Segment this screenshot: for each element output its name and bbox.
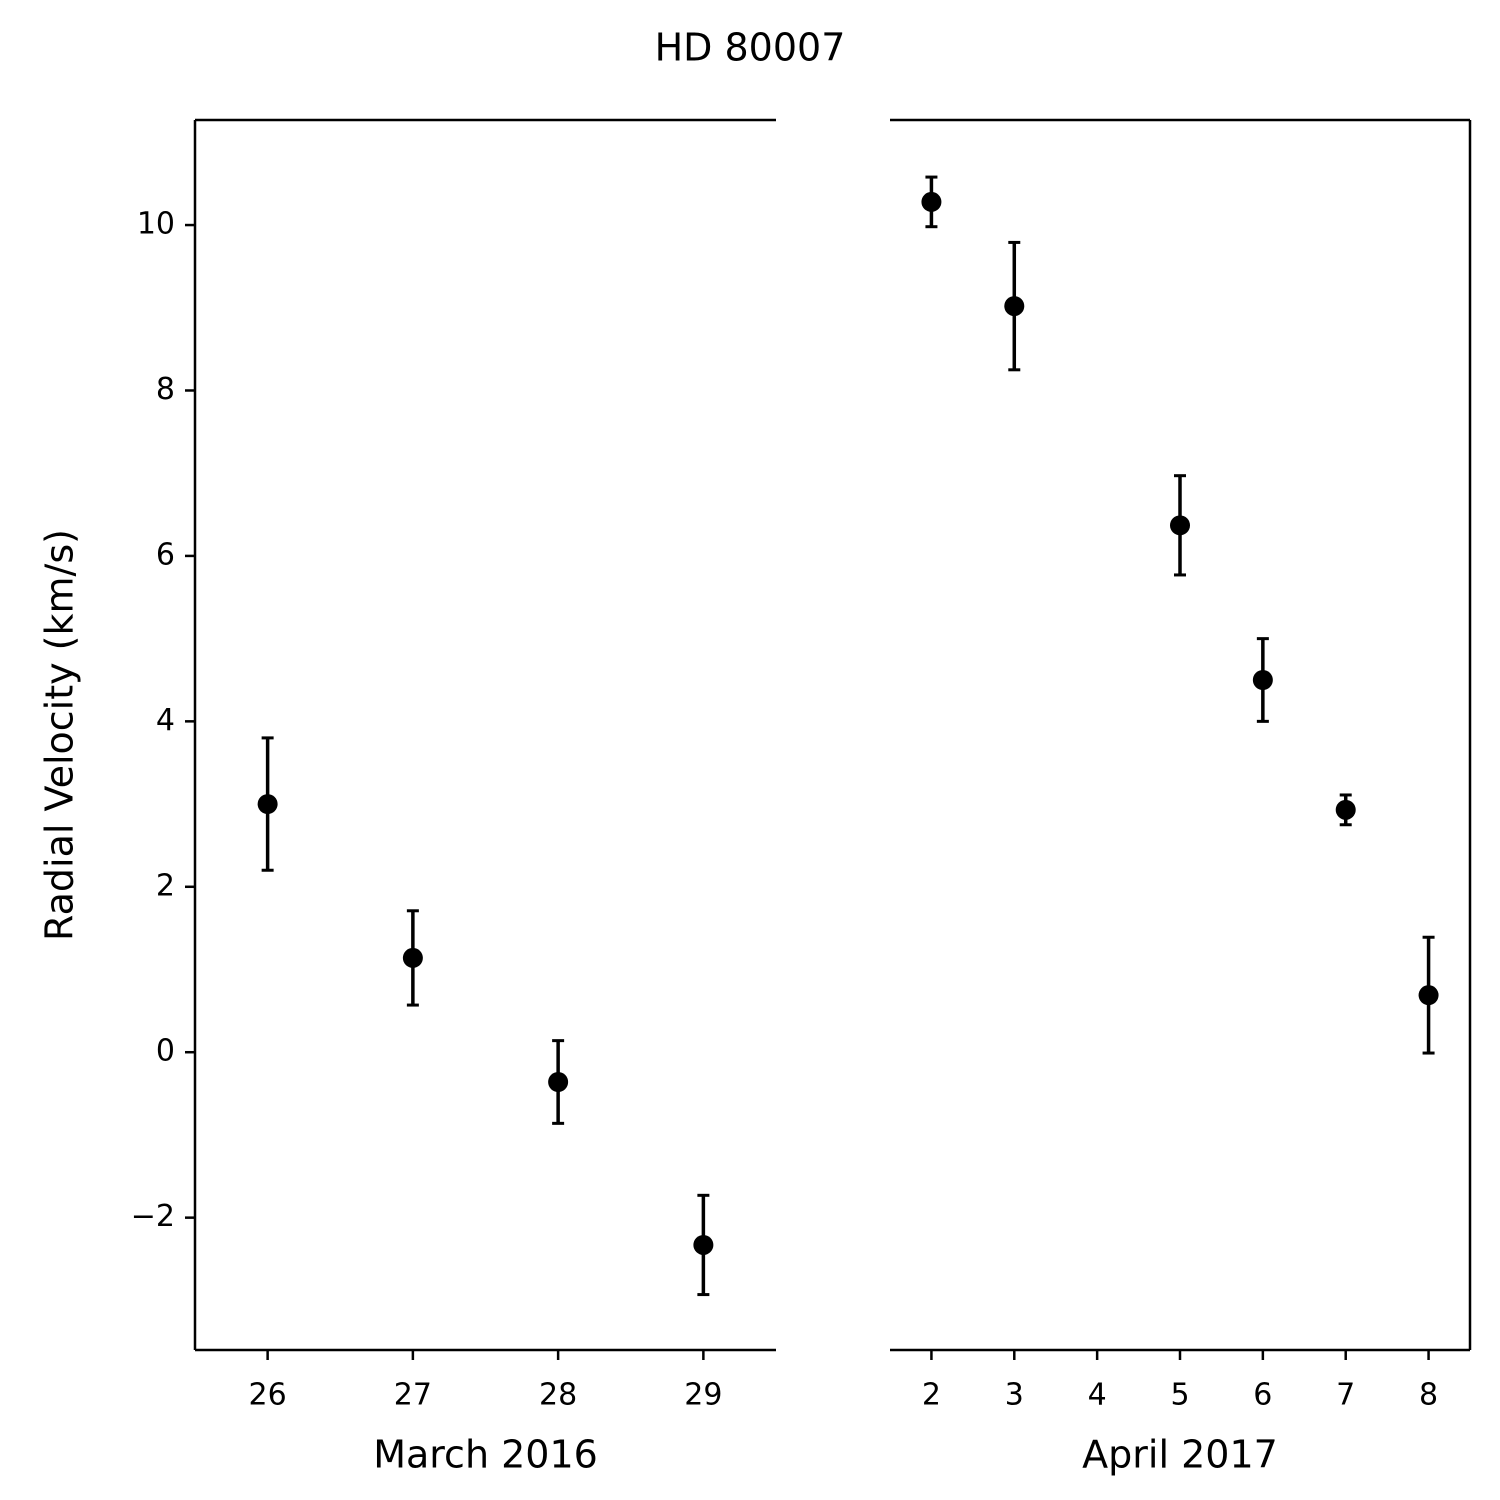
point bbox=[402, 947, 423, 968]
point bbox=[921, 191, 942, 212]
point bbox=[1252, 669, 1273, 690]
x-axis-label: April 2017 bbox=[1082, 1433, 1278, 1477]
x-tick-label: 27 bbox=[394, 1378, 432, 1413]
x-tick-label: 4 bbox=[1088, 1378, 1107, 1413]
x-tick-label: 8 bbox=[1419, 1378, 1438, 1413]
y-tick-label: 6 bbox=[156, 537, 175, 572]
point bbox=[548, 1071, 569, 1092]
y-axis-label: Radial Velocity (km/s) bbox=[38, 529, 82, 941]
x-tick-label: 28 bbox=[539, 1378, 577, 1413]
y-tick-label: 8 bbox=[156, 372, 175, 407]
y-tick-label: −2 bbox=[131, 1199, 175, 1234]
x-tick-label: 3 bbox=[1005, 1378, 1024, 1413]
chart-title: HD 80007 bbox=[655, 26, 846, 70]
point bbox=[1004, 296, 1025, 317]
y-tick-label: 0 bbox=[156, 1034, 175, 1069]
x-tick-label: 7 bbox=[1336, 1378, 1355, 1413]
x-axis-label: March 2016 bbox=[373, 1433, 598, 1477]
y-tick-label: 2 bbox=[156, 868, 175, 903]
x-tick-label: 6 bbox=[1253, 1378, 1272, 1413]
y-tick-label: 10 bbox=[137, 207, 175, 242]
x-tick-label: 5 bbox=[1170, 1378, 1189, 1413]
point bbox=[693, 1234, 714, 1255]
x-tick-label: 29 bbox=[684, 1378, 722, 1413]
point bbox=[1170, 515, 1190, 536]
point bbox=[1418, 985, 1439, 1006]
point bbox=[1335, 799, 1356, 820]
x-tick-label: 26 bbox=[249, 1378, 287, 1413]
point bbox=[257, 794, 278, 815]
x-tick-label: 2 bbox=[922, 1378, 941, 1413]
y-tick-label: 4 bbox=[156, 703, 175, 738]
